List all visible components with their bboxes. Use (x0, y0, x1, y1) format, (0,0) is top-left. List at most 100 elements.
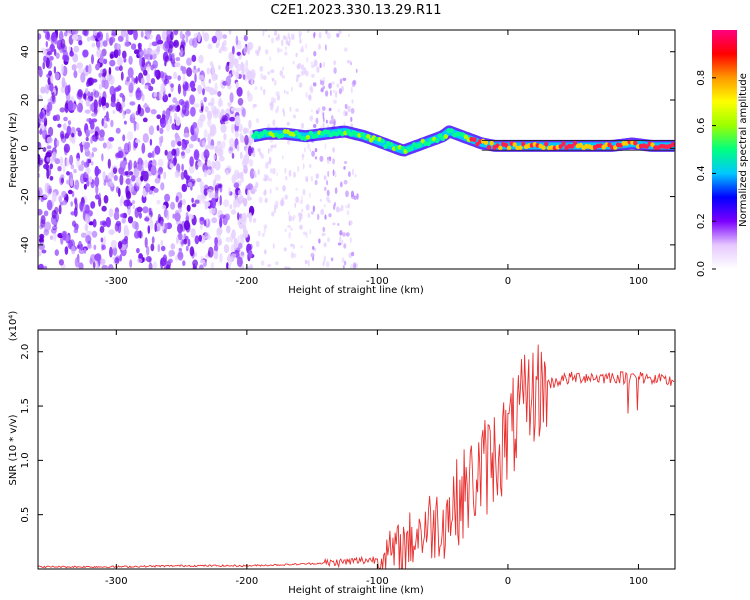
noise-cell (254, 188, 257, 192)
noise-cell (299, 224, 303, 230)
noise-cell (347, 105, 351, 113)
noise-cell (170, 83, 174, 88)
noise-cell (307, 259, 310, 267)
noise-cell (350, 123, 354, 128)
noise-cell (352, 262, 357, 269)
noise-cell (346, 60, 351, 64)
noise-cell (70, 201, 73, 207)
noise-cell (183, 132, 190, 138)
noise-cell (76, 154, 80, 159)
ridge-cell (569, 144, 575, 149)
noise-cell (345, 232, 350, 237)
noise-cell (109, 85, 116, 96)
noise-cell (321, 232, 326, 237)
noise-cell (310, 61, 314, 65)
noise-cell (135, 110, 140, 116)
noise-cell (125, 81, 131, 86)
noise-cell (90, 136, 93, 144)
noise-cell (121, 160, 128, 166)
noise-cell (343, 243, 347, 249)
noise-cell (300, 70, 305, 76)
ridge-cell (437, 133, 443, 139)
noise-cell (297, 212, 302, 218)
ridge-cell (417, 142, 423, 148)
x-tick-label: 100 (629, 276, 648, 287)
noise-cell (312, 82, 317, 87)
noise-cell (121, 238, 128, 245)
noise-cell (289, 36, 291, 44)
noise-cell (260, 153, 265, 160)
noise-cell (248, 159, 254, 167)
noise-cell (250, 79, 254, 85)
noise-cell (53, 37, 58, 45)
noise-cell (81, 160, 85, 166)
noise-cell (38, 118, 41, 124)
noise-cell (145, 256, 152, 263)
snr-axes: -300 -200 -100 0 100 0.5 1.0 1.5 2.0 (20, 330, 675, 587)
noise-cell (65, 100, 69, 110)
noise-cell (197, 161, 204, 167)
noise-cell (38, 249, 42, 254)
y-tick-label: 0.5 (20, 507, 31, 523)
noise-cell (71, 245, 76, 255)
noise-cell (101, 244, 106, 250)
noise-cell (83, 142, 90, 150)
noise-cell (303, 231, 306, 236)
noise-cell (313, 124, 317, 128)
noise-cell (131, 175, 136, 182)
noise-cell (219, 195, 222, 206)
noise-cell (321, 80, 325, 86)
noise-cell (332, 222, 336, 226)
noise-cell (280, 39, 284, 47)
noise-cell (67, 30, 72, 37)
ridge-cell (383, 144, 388, 150)
noise-cell (268, 177, 273, 182)
noise-cell (339, 230, 343, 236)
noise-cell (288, 211, 290, 216)
noise-cell (71, 191, 75, 198)
noise-cell (46, 31, 50, 40)
noise-cell (150, 109, 157, 115)
noise-cell (93, 30, 98, 36)
noise-cell (187, 181, 193, 187)
noise-cell (90, 201, 96, 209)
noise-cell (264, 30, 267, 33)
noise-cell (119, 254, 122, 262)
x-tick-label: -300 (105, 276, 128, 287)
noise-cell (44, 84, 50, 95)
noise-cell (276, 172, 279, 177)
noise-cell (175, 116, 181, 127)
colorbar-label: Normalized spectral amplitude (738, 73, 749, 227)
noise-cell (60, 63, 64, 75)
noise-cell (127, 216, 134, 224)
noise-cell (193, 65, 196, 70)
noise-cell (310, 175, 314, 182)
noise-cell (156, 199, 161, 205)
noise-cell (306, 30, 310, 33)
noise-cell (38, 263, 44, 269)
noise-cell (128, 159, 133, 171)
noise-cell (301, 45, 304, 51)
noise-cell (243, 45, 248, 55)
noise-cell (275, 108, 279, 114)
y-tick-label: -40 (20, 237, 31, 253)
noise-cell (233, 188, 236, 198)
noise-cell (38, 130, 43, 135)
noise-cell (58, 195, 63, 203)
noise-cell (83, 247, 87, 254)
noise-cell (243, 197, 248, 207)
noise-cell (209, 61, 214, 67)
noise-cell (41, 249, 47, 254)
noise-cell (208, 145, 215, 150)
noise-cell (86, 118, 92, 123)
noise-cell (137, 49, 144, 58)
noise-cell (157, 222, 161, 232)
noise-cell (245, 185, 251, 190)
noise-cell (151, 236, 155, 244)
ridge-cell (400, 145, 405, 151)
noise-cell (147, 63, 150, 72)
noise-cell (315, 117, 319, 125)
noise-cell (298, 82, 303, 88)
noise-cell (301, 155, 304, 161)
noise-cell (153, 261, 157, 269)
